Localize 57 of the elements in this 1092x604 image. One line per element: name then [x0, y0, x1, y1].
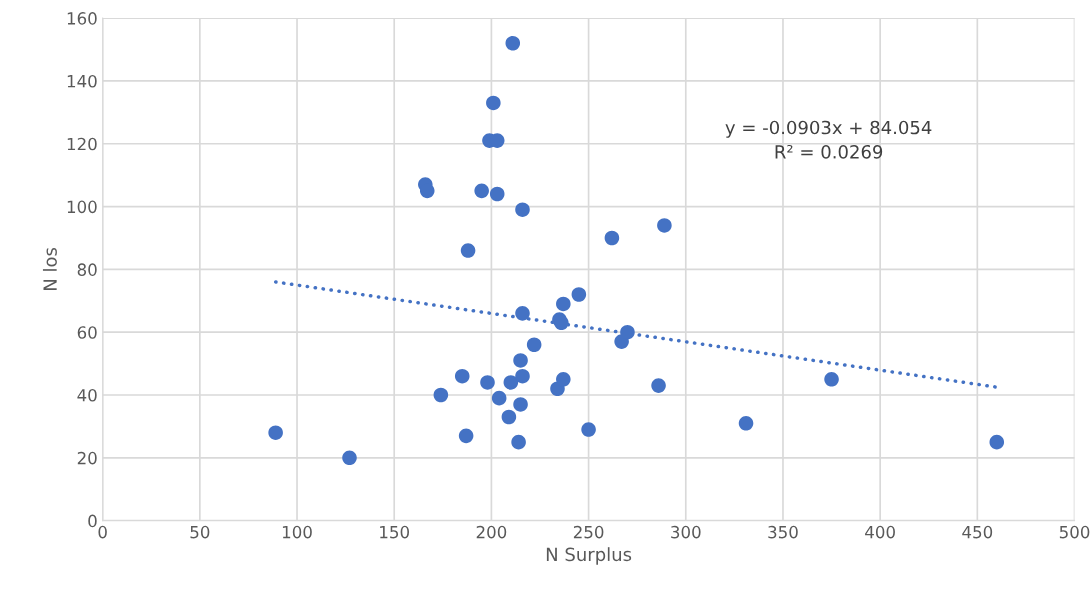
point [460, 243, 476, 258]
point [651, 378, 666, 393]
x-tick-label: 500 [1059, 525, 1090, 539]
point [480, 375, 495, 390]
y-tick-label: 120 [67, 137, 97, 151]
point [505, 35, 521, 51]
x-axis-title: N Surplus [546, 547, 632, 565]
point [513, 353, 528, 368]
annotation: y = -0.0903x + 84.054 R² = 0.0269 [725, 120, 932, 159]
point [657, 218, 672, 233]
point [554, 315, 569, 331]
point [620, 324, 635, 340]
point [513, 397, 528, 412]
point [515, 202, 530, 217]
point [556, 372, 571, 387]
point [486, 95, 501, 111]
x-tick-label: 350 [768, 525, 798, 539]
x-tick-label: 300 [671, 525, 701, 539]
y-tick-label: 80 [77, 263, 97, 276]
point [342, 450, 357, 466]
point [515, 306, 530, 321]
point [501, 409, 517, 425]
x-tick-label: 0 [98, 525, 107, 539]
point [489, 186, 505, 202]
point [824, 372, 839, 387]
x-tick-label: 250 [573, 525, 604, 539]
point [526, 337, 542, 353]
x-tick-label: 50 [190, 525, 210, 539]
point [556, 296, 571, 312]
x-tick-label: 200 [476, 525, 507, 539]
point [491, 390, 507, 406]
x-tick-label: 400 [865, 525, 895, 539]
y-tick-label: 20 [77, 451, 97, 465]
point [474, 183, 489, 199]
point [419, 183, 435, 199]
point [503, 375, 519, 390]
point [571, 287, 587, 302]
x-tick-label: 100 [282, 525, 312, 539]
y-tick-label: 140 [67, 74, 97, 88]
y-tick-label: 60 [77, 326, 97, 339]
point [458, 428, 474, 444]
y-tick-label: 0 [88, 514, 97, 528]
point [511, 434, 526, 450]
point [581, 422, 596, 437]
point [738, 416, 754, 431]
x-tick-label: 150 [380, 525, 410, 539]
y-tick-label: 100 [67, 200, 97, 214]
point [604, 230, 620, 246]
point [515, 368, 530, 384]
point [268, 425, 283, 440]
y-axis-title: N los [42, 247, 57, 290]
point [433, 387, 449, 403]
point [454, 368, 470, 384]
y-tick-label: 160 [67, 12, 97, 25]
y-tick-label: 40 [77, 388, 97, 402]
x-tick-label: 450 [962, 525, 993, 539]
point [989, 434, 1005, 450]
